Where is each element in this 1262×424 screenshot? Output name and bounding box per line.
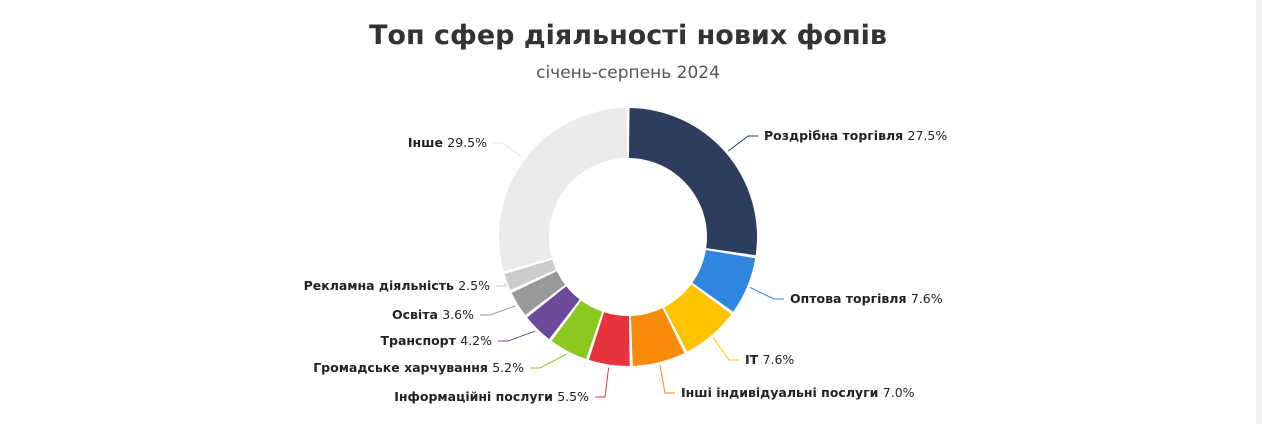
connectors-group — [480, 135, 784, 398]
slice-10[interactable] — [499, 108, 628, 272]
connector-1 — [727, 135, 758, 152]
slice-3[interactable] — [664, 284, 732, 352]
slice-label-value: 7.6% — [911, 291, 943, 306]
slice-label-value: 4.2% — [460, 333, 492, 348]
slice-label-1: Роздрібна торгівля 27.5% — [764, 128, 947, 143]
connector-4 — [659, 364, 675, 394]
slice-label-value: 7.0% — [883, 385, 915, 400]
slice-label-value: 5.2% — [492, 360, 524, 375]
slice-6[interactable] — [551, 300, 603, 359]
slice-label-name: Роздрібна торгівля — [764, 128, 908, 143]
slice-label-5: Інформаційні послуги 5.5% — [394, 389, 589, 404]
slice-label-value: 5.5% — [557, 389, 589, 404]
slice-5[interactable] — [588, 312, 630, 366]
slice-label-name: Громадське харчування — [313, 360, 492, 375]
slice-4[interactable] — [630, 308, 685, 366]
slice-2[interactable] — [692, 250, 756, 312]
connector-9 — [496, 282, 507, 287]
labels-group: Роздрібна торгівля 27.5% Оптова торгівля … — [304, 128, 948, 404]
slice-label-8: Освіта 3.6% — [392, 307, 474, 322]
connector-7 — [498, 330, 536, 342]
slice-label-name: Інформаційні послуги — [394, 389, 557, 404]
slice-label-2: Оптова торгівля 7.6% — [790, 291, 943, 306]
slice-label-name: IT — [745, 352, 763, 367]
slice-label-name: Рекламна діяльність — [304, 278, 459, 293]
page-edge-bar — [1256, 0, 1262, 424]
chart-subtitle: січень-серпень 2024 — [536, 63, 720, 83]
slice-label-value: 3.6% — [442, 307, 474, 322]
slice-8[interactable] — [511, 271, 566, 316]
slice-label-name: Освіта — [392, 307, 442, 322]
slice-label-value: 2.5% — [458, 278, 490, 293]
connector-10 — [493, 142, 523, 158]
connector-6 — [530, 353, 567, 369]
slice-label-name: Інші індивідуальні послуги — [681, 385, 883, 400]
slice-7[interactable] — [527, 286, 580, 340]
chart-title: Топ сфер діяльності нових фопів — [369, 20, 887, 51]
slice-9[interactable] — [504, 259, 556, 291]
slice-label-name: Інше — [408, 135, 447, 150]
slice-label-6: Громадське харчування 5.2% — [313, 360, 524, 375]
slice-label-name: Транспорт — [381, 333, 461, 348]
slice-label-3: IT 7.6% — [745, 352, 794, 367]
slice-label-value: 29.5% — [447, 135, 487, 150]
slice-label-7: Транспорт 4.2% — [381, 333, 493, 348]
slices-group — [499, 108, 757, 366]
slice-label-4: Інші індивідуальні послуги 7.0% — [681, 385, 915, 400]
connector-2 — [749, 286, 784, 300]
slice-label-value: 7.6% — [763, 352, 795, 367]
slice-label-9: Рекламна діяльність 2.5% — [304, 278, 491, 293]
connector-3 — [712, 337, 739, 361]
slice-label-value: 27.5% — [908, 128, 948, 143]
slice-label-10: Інше 29.5% — [408, 135, 487, 150]
slice-label-name: Оптова торгівля — [790, 291, 911, 306]
slice-1[interactable] — [628, 108, 757, 256]
connector-8 — [480, 305, 516, 316]
connector-5 — [595, 367, 610, 398]
